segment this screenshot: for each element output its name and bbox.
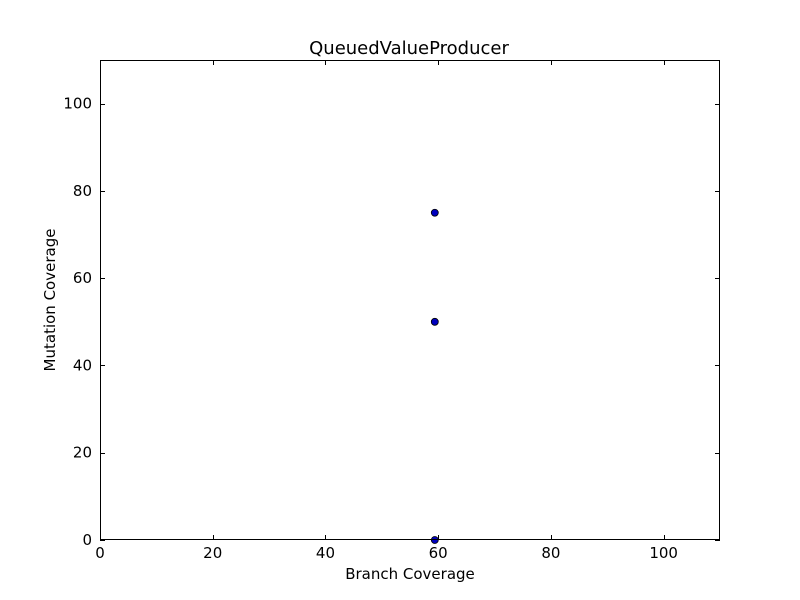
scatter-point <box>430 317 439 326</box>
y-axis-label: Mutation Coverage <box>41 229 59 372</box>
y-tick-label: 40 <box>73 356 92 374</box>
y-tick-label: 0 <box>82 531 92 549</box>
x-tick-label: 20 <box>203 544 222 562</box>
x-tick-label: 60 <box>429 544 448 562</box>
x-tick-label: 40 <box>316 544 335 562</box>
y-tick-label: 60 <box>73 269 92 287</box>
chart-title: QueuedValueProducer <box>309 38 509 59</box>
x-axis-label: Branch Coverage <box>345 565 475 583</box>
plot-frame <box>100 60 720 540</box>
y-tick-label: 100 <box>63 95 92 113</box>
y-tick-label: 80 <box>73 182 92 200</box>
y-tick-labels: 0 20 40 60 80 100 <box>63 95 92 549</box>
x-tick-label: 80 <box>541 544 560 562</box>
data-points <box>430 208 439 544</box>
scatter-point <box>430 208 439 217</box>
x-tick-label: 0 <box>95 544 105 562</box>
y-tick-label: 20 <box>73 444 92 462</box>
tick-marks <box>100 60 720 541</box>
x-tick-labels: 0 20 40 60 80 100 <box>95 544 678 562</box>
x-tick-label: 100 <box>649 544 678 562</box>
